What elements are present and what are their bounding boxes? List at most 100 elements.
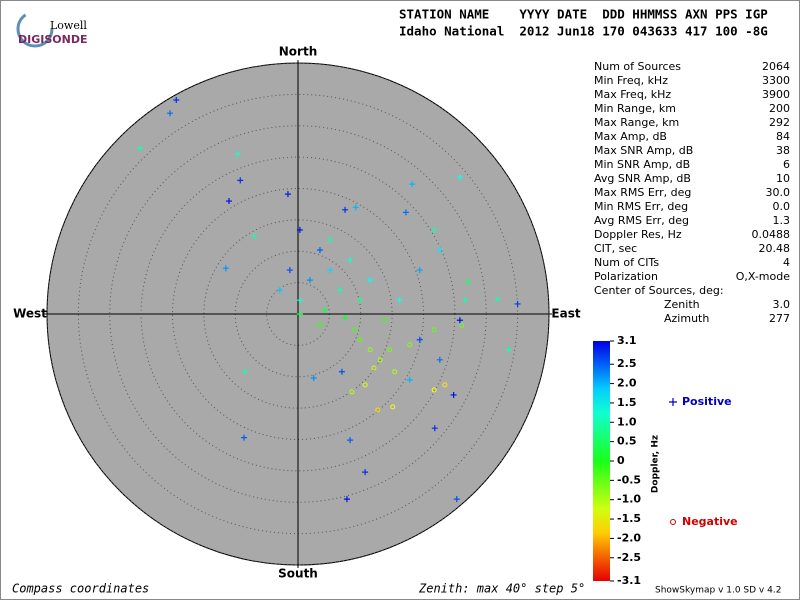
positive-point (296, 311, 303, 317)
colorbar-tick-label: -3.1 (617, 574, 641, 587)
info-value: 30.0 (766, 186, 791, 199)
negative-point (442, 382, 448, 388)
colorbar-tick-label: -0.5 (617, 473, 641, 486)
positive-point (241, 434, 248, 441)
negative-point (392, 369, 398, 375)
colorbar-label: Doppler, Hz (651, 435, 661, 493)
negative-point (352, 327, 358, 333)
positive-point (431, 425, 438, 432)
info-value: 0.0 (773, 200, 791, 213)
colorbar-tick-label: 0 (617, 454, 625, 467)
info-label: Avg SNR Amp, dB (594, 172, 691, 185)
positive-point (367, 277, 374, 284)
negative-point (377, 357, 383, 363)
info-value: 3.0 (773, 298, 791, 311)
colorbar-tick-label: -2.5 (617, 551, 641, 564)
footer-left: Compass coordinates (12, 582, 149, 596)
colorbar-tick-label: -1.0 (617, 493, 641, 506)
positive-point (362, 469, 369, 476)
info-label: Num of Sources (594, 60, 681, 73)
info-label: Min Freq, kHz (594, 74, 668, 87)
info-value: 200 (769, 102, 790, 115)
positive-point (136, 145, 143, 152)
positive-point (461, 297, 468, 304)
positive-point (450, 391, 457, 398)
negative-point (459, 322, 465, 328)
info-label: Center of Sources, deg: (594, 284, 724, 297)
info-value: 4 (783, 256, 790, 269)
info-label: Polarization (594, 270, 658, 283)
info-label: Max SNR Amp, dB (594, 144, 693, 157)
positive-point (402, 209, 409, 216)
info-label: Min RMS Err, deg (594, 200, 688, 213)
positive-point (286, 267, 293, 274)
positive-point (465, 278, 472, 285)
header-line: Idaho National 2012 Jun18 170 043633 417… (399, 24, 768, 39)
direction-label: South (278, 567, 318, 581)
positive-point (352, 204, 359, 211)
negative-point (357, 337, 363, 343)
info-label: Num of CITs (594, 256, 659, 269)
positive-point (436, 246, 443, 253)
info-label: Min Range, km (594, 102, 676, 115)
info-label: Zenith (664, 298, 700, 311)
info-value: 0.0488 (752, 228, 791, 241)
footer-middle: Zenith: max 40° step 5° (418, 582, 585, 596)
positive-point (173, 97, 180, 104)
direction-label: East (551, 307, 580, 321)
info-label: Max Amp, dB (594, 130, 667, 143)
positive-point (166, 110, 173, 117)
info-value: 2064 (762, 60, 790, 73)
positive-point (406, 376, 413, 383)
positive-point (237, 177, 244, 184)
info-label: Avg RMS Err, deg (594, 214, 689, 227)
positive-point (276, 287, 283, 294)
direction-label: West (13, 307, 47, 321)
logo-top: Lowell (50, 19, 87, 32)
negative-point (362, 382, 368, 388)
info-value: 3300 (762, 74, 790, 87)
positive-point (396, 297, 403, 304)
legend-marker (669, 398, 677, 406)
positive-point (222, 265, 229, 272)
info-value: 20.48 (759, 242, 791, 255)
info-label: Max Freq, kHz (594, 88, 671, 101)
positive-point (416, 267, 423, 274)
info-value: 1.3 (773, 214, 791, 227)
info-label: Max RMS Err, deg (594, 186, 691, 199)
positive-point (343, 496, 350, 503)
colorbar-tick-label: -1.5 (617, 512, 641, 525)
info-label: CIT, sec (594, 242, 637, 255)
negative-point (431, 327, 437, 333)
positive-point (342, 314, 349, 321)
negative-point (390, 404, 396, 410)
info-value: 10 (776, 172, 790, 185)
positive-point (505, 346, 512, 353)
positive-point (347, 437, 354, 444)
info-label: Max Range, km (594, 116, 679, 129)
direction-label: North (279, 45, 317, 59)
positive-point (456, 174, 463, 181)
info-value: 277 (769, 312, 790, 325)
info-value: 3900 (762, 88, 790, 101)
positive-point (251, 233, 258, 240)
positive-point (357, 297, 364, 304)
positive-point (310, 375, 317, 382)
positive-point (456, 317, 463, 324)
colorbar-tick-label: 0.5 (617, 435, 637, 448)
positive-point (242, 368, 249, 375)
info-label: Doppler Res, Hz (594, 228, 682, 241)
info-value: O,X-mode (736, 270, 791, 283)
negative-point (367, 347, 373, 353)
info-value: 6 (783, 158, 790, 171)
negative-point (375, 407, 381, 413)
colorbar-tick-label: 3.1 (617, 334, 637, 347)
positive-point (327, 267, 334, 274)
colorbar-tick-label: 2.0 (617, 377, 637, 390)
colorbar (593, 341, 610, 581)
negative-point (431, 387, 437, 393)
negative-point (387, 347, 393, 353)
header-line: STATION NAME YYYY DATE DDD HHMMSS AXN PP… (399, 7, 768, 22)
legend-marker (670, 519, 676, 525)
